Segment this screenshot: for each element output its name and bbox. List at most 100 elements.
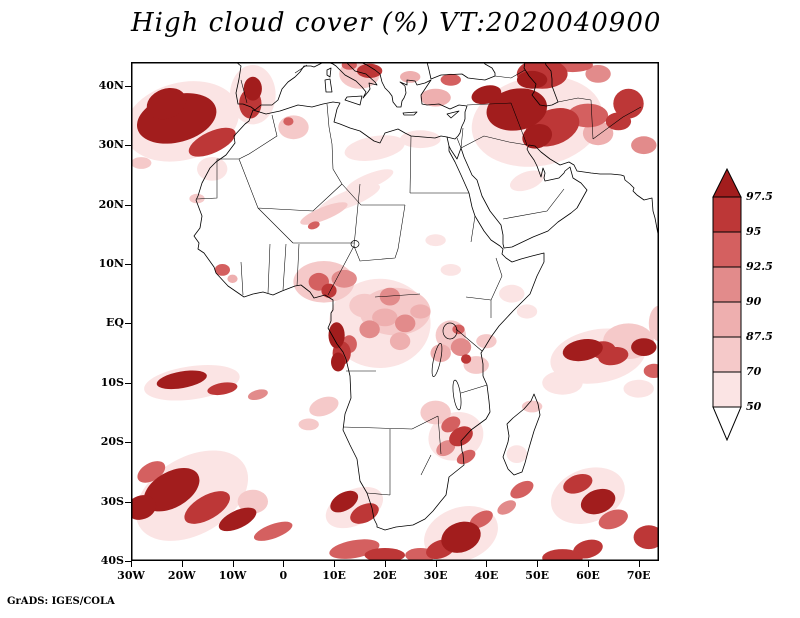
lat-tick-label: 30N xyxy=(98,138,124,152)
cloud-feature xyxy=(372,308,398,327)
cloud-feature xyxy=(441,416,461,433)
colorbar-top-arrow xyxy=(712,167,742,198)
cloud-feature xyxy=(283,117,294,126)
lon-tick-mark xyxy=(232,561,234,567)
map-plot-area xyxy=(131,62,659,561)
lat-tick-label: 40N xyxy=(98,78,124,92)
cloud-feature xyxy=(516,304,538,319)
cloud-feature xyxy=(598,509,628,530)
cloud-feature xyxy=(331,352,346,372)
lat-tick-label: EQ xyxy=(106,316,124,330)
cloud-feature xyxy=(430,344,451,362)
coastline-iberia xyxy=(235,62,325,111)
lon-tick-mark xyxy=(131,561,132,567)
lon-tick-mark xyxy=(587,561,589,567)
colorbar-svg xyxy=(712,167,742,442)
cloud-feature xyxy=(321,283,337,298)
cloud-feature xyxy=(613,88,644,119)
cloud-feature xyxy=(188,127,236,157)
coastline-africa xyxy=(193,101,545,531)
lat-tick-label: 30S xyxy=(100,494,124,508)
cloud-feature xyxy=(131,157,152,169)
lon-tick-mark xyxy=(537,561,539,567)
lon-tick-label: 20W xyxy=(167,569,196,582)
coastline-layer xyxy=(193,62,659,531)
cloud-feature xyxy=(207,382,238,396)
cloud-feature xyxy=(497,500,517,515)
coastline-caspian-sea xyxy=(523,62,559,107)
coastline-corsica xyxy=(326,67,332,78)
cloud-feature xyxy=(522,123,553,149)
cloud-feature xyxy=(331,269,357,288)
cloud-feature xyxy=(197,157,228,181)
lat-tick-mark xyxy=(125,204,131,206)
lat-tick-mark xyxy=(125,382,131,384)
lat-tick-mark xyxy=(125,561,131,562)
cloud-feature xyxy=(461,354,472,364)
africa-map-svg xyxy=(131,62,659,561)
lon-tick-label: 10E xyxy=(322,569,346,582)
cloud-feature xyxy=(562,338,603,362)
lon-tick-mark xyxy=(638,561,640,567)
cloud-feature xyxy=(341,62,357,70)
cloud-feature xyxy=(452,324,465,335)
cloud-feature xyxy=(471,85,502,105)
cloud-feature xyxy=(440,264,461,276)
coastline-crete xyxy=(402,111,418,116)
lon-tick-mark xyxy=(486,561,488,567)
lake-layer xyxy=(350,240,462,411)
colorbar-tick-label: 70 xyxy=(746,365,762,378)
cloud-feature xyxy=(350,503,379,524)
cloud-feature xyxy=(278,115,309,140)
colorbar-segment xyxy=(712,231,742,268)
lon-tick-mark xyxy=(283,561,285,567)
cloud-feature xyxy=(521,400,543,413)
coastline-italy xyxy=(326,62,378,99)
cloud-feature xyxy=(379,287,401,306)
colorbar-tick-label: 50 xyxy=(746,400,762,413)
cloud-feature xyxy=(400,130,441,149)
cloud-feature xyxy=(456,449,476,465)
colorbar-segment xyxy=(712,301,742,338)
cloud-feature xyxy=(389,332,411,351)
cloud-feature xyxy=(395,314,416,333)
lon-tick-label: 70E xyxy=(626,569,651,582)
cloud-feature xyxy=(349,293,380,318)
cloud-feature xyxy=(585,65,611,83)
cloud-feature xyxy=(298,418,319,431)
colorbar-tick-label: 92.5 xyxy=(746,260,773,273)
lat-tick-mark xyxy=(125,85,131,87)
lon-tick-label: 60E xyxy=(576,569,600,582)
lat-tick-mark xyxy=(125,145,131,147)
cloud-feature xyxy=(441,521,481,553)
lat-tick-label: 10N xyxy=(98,256,124,270)
cloud-feature xyxy=(449,426,473,447)
cloud-feature xyxy=(563,473,593,494)
cloud-feature xyxy=(582,121,614,146)
cloud-feature xyxy=(425,234,446,247)
cloud-feature xyxy=(623,379,654,398)
cloud-feature xyxy=(476,334,497,349)
cloud-feature xyxy=(344,135,405,161)
colorbar xyxy=(712,167,742,442)
cloud-feature xyxy=(307,221,320,230)
colorbar-segment xyxy=(712,371,742,408)
cloud-feature xyxy=(542,549,583,561)
cloud-feature xyxy=(330,490,359,513)
lake-malawi xyxy=(452,379,462,411)
cloud-feature xyxy=(300,202,348,225)
colorbar-segment xyxy=(712,196,742,233)
grads-stamp: GrADS: IGES/COLA xyxy=(7,596,115,607)
cloud-feature xyxy=(420,400,451,425)
cloud-feature xyxy=(420,88,451,107)
lat-tick-label: 20N xyxy=(98,197,124,211)
lake-victoria xyxy=(442,322,458,340)
cloud-feature xyxy=(598,346,629,366)
lon-tick-label: 50E xyxy=(525,569,549,582)
cloud-feature xyxy=(356,63,383,78)
cloud-feature xyxy=(506,445,527,463)
cloud-feature xyxy=(143,468,200,512)
cloud-feature xyxy=(499,284,525,303)
cloud-feature xyxy=(237,489,268,514)
coastline-sardinia xyxy=(324,78,333,93)
